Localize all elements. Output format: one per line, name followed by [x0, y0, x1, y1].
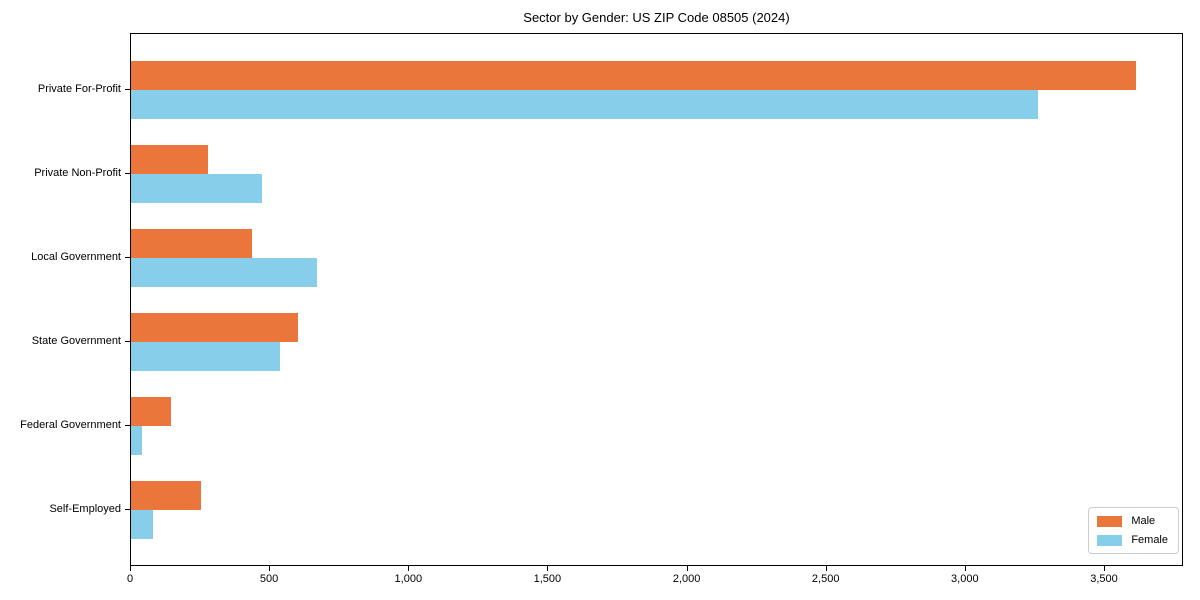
x-axis-tick-1500 [547, 566, 549, 571]
x-axis-tick-label-2000: 2,000 [672, 573, 701, 585]
legend-item-female: Female [1097, 534, 1168, 546]
legend-item-male: Male [1097, 515, 1168, 527]
legend-label-female: Female [1131, 534, 1168, 546]
bar-female-self-employed [131, 510, 154, 539]
y-axis-label-federal-government: Federal Government [20, 419, 121, 431]
legend-swatch-female [1097, 534, 1123, 546]
y-axis-label-local-government: Local Government [31, 251, 121, 263]
x-axis-tick-0 [130, 566, 131, 571]
y-axis-tick-self-employed [125, 509, 130, 510]
bar-female-federal-government [131, 426, 143, 455]
x-axis-tick-label-1000: 1,000 [394, 573, 423, 585]
x-axis-tick-1000 [408, 566, 410, 571]
bar-female-private-non-profit [131, 174, 262, 203]
y-axis-label-private-non-profit: Private Non-Profit [34, 167, 121, 179]
bar-male-state-government [131, 313, 298, 342]
bar-male-private-for-profit [131, 61, 1136, 90]
x-axis-tick-label-2500: 2,500 [811, 573, 840, 585]
legend-label-male: Male [1131, 515, 1156, 527]
bar-male-private-non-profit [131, 145, 208, 174]
x-axis-tick-label-1500: 1,500 [533, 573, 562, 585]
y-axis-label-private-for-profit: Private For-Profit [37, 83, 121, 95]
x-axis-tick-label-3500: 3,500 [1090, 573, 1118, 585]
y-axis-tick-local-government [125, 257, 130, 258]
x-axis-tick-label-500: 500 [259, 573, 279, 585]
chart-title: Sector by Gender: US ZIP Code 08505 (202… [523, 10, 790, 25]
legend: Male Female [1088, 507, 1179, 554]
y-axis-label-self-employed: Self-Employed [49, 503, 121, 515]
x-axis-tick-2000 [686, 566, 688, 571]
x-axis-tick-label-0: 0 [126, 573, 134, 585]
plot-area: Male Female [130, 33, 1183, 566]
bar-male-local-government [131, 229, 253, 258]
bar-male-federal-government [131, 397, 172, 426]
bar-female-state-government [131, 342, 280, 371]
y-axis-tick-state-government [125, 341, 130, 342]
x-axis-tick-500 [269, 566, 271, 571]
y-axis-tick-private-for-profit [125, 89, 130, 90]
bar-female-local-government [131, 258, 318, 287]
x-axis-tick-2500 [825, 566, 827, 571]
x-axis-tick-3500 [1104, 566, 1105, 571]
y-axis-tick-private-non-profit [125, 173, 130, 174]
bar-male-self-employed [131, 481, 201, 510]
x-axis-tick-label-3000: 3,000 [951, 573, 979, 585]
x-axis-tick-3000 [964, 566, 966, 571]
bar-female-private-for-profit [131, 90, 1039, 119]
legend-swatch-male [1097, 515, 1123, 527]
y-axis-tick-federal-government [125, 425, 130, 426]
y-axis-label-state-government: State Government [31, 335, 121, 347]
